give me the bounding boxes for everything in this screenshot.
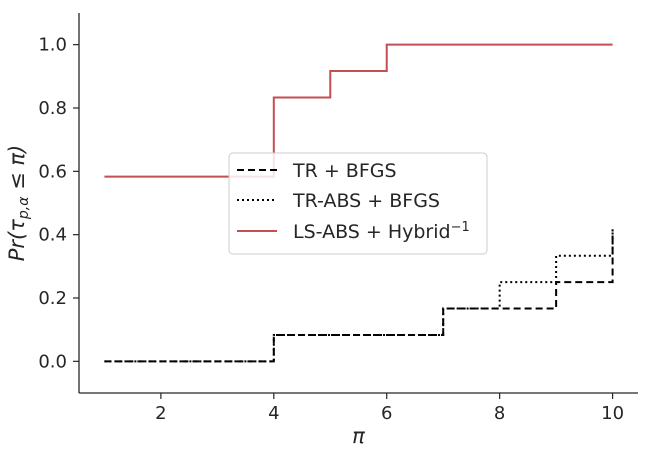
x-axis-label: π [352,424,365,448]
y-axis-label: Pr(τp,α ≤ π) [5,145,32,262]
x-ticks: 2 4 6 8 10 [155,393,624,424]
legend-label-tr-abs-bfgs: TR-ABS + BFGS [292,190,440,212]
legend: TR + BFGS TR-ABS + BFGS LS-ABS + Hybrid−… [228,152,488,255]
x-tick-label: 2 [155,403,166,424]
legend-item-tr-bfgs: TR + BFGS [237,160,397,182]
legend-label-ls-abs-hybrid-main: LS-ABS + Hybrid [293,221,451,243]
x-tick-label: 6 [381,403,392,424]
y-axis-label-sub: p,α [16,196,32,220]
legend-label-tr-bfgs: TR + BFGS [292,160,397,182]
y-axis-label-rest: ≤ π) [5,145,29,197]
y-tick-label: 1.0 [38,35,67,56]
y-tick-label: 0.0 [38,351,67,372]
y-tick-label: 0.2 [38,288,67,309]
legend-item-ls-abs-hybrid: LS-ABS + Hybrid−1 [237,220,470,244]
x-tick-label: 10 [601,403,624,424]
x-tick-label: 8 [494,403,505,424]
x-tick-label: 4 [268,403,279,424]
axes: 2 4 6 8 10 0.0 0.2 0.4 0.6 0.8 1.0 [38,13,638,424]
y-ticks: 0.0 0.2 0.4 0.6 0.8 1.0 [38,35,79,372]
legend-box [228,152,488,255]
y-tick-label: 0.6 [38,161,67,182]
legend-label-ls-abs-hybrid: LS-ABS + Hybrid−1 [293,220,470,244]
legend-item-tr-abs-bfgs: TR-ABS + BFGS [237,190,440,212]
y-tick-label: 0.4 [38,225,67,246]
y-tick-label: 0.8 [38,98,67,119]
legend-label-ls-abs-hybrid-sup: −1 [451,220,470,235]
series-line-1 [104,229,614,363]
y-axis-label-main: Pr(τ [5,219,29,261]
